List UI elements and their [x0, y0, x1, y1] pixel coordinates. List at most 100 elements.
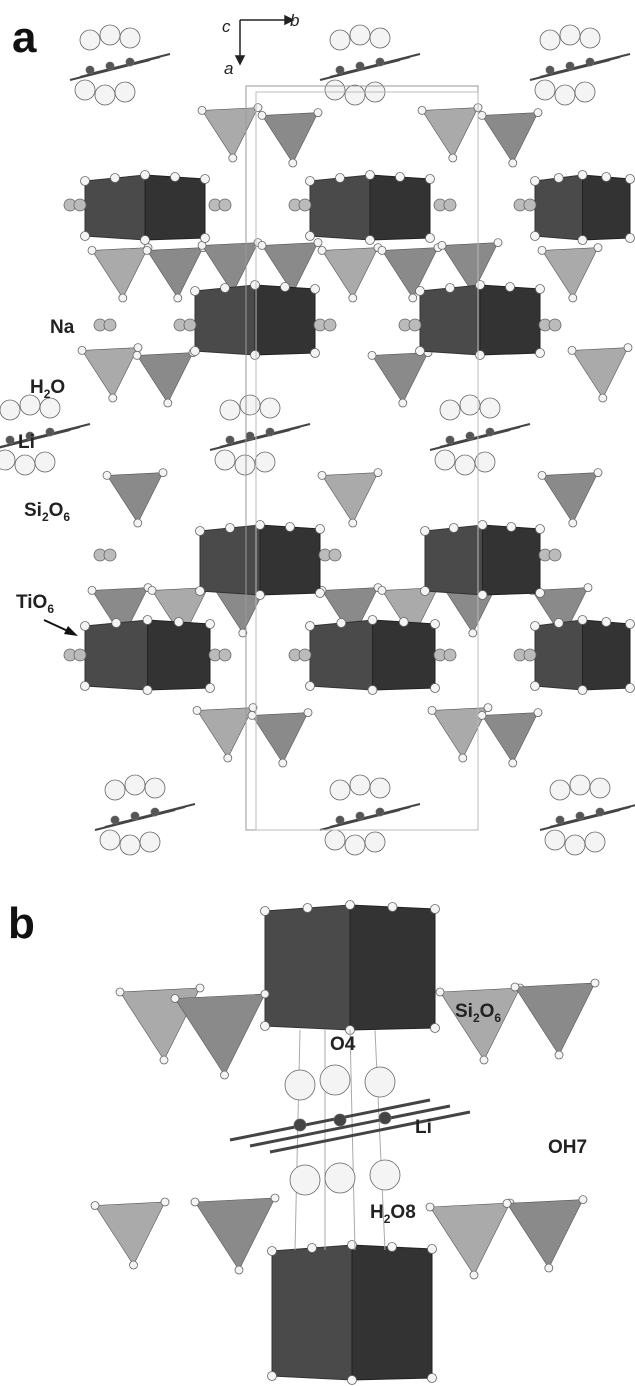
- atom: [368, 351, 376, 359]
- bond: [350, 1030, 355, 1250]
- atom: [370, 778, 390, 798]
- atom: [119, 294, 127, 302]
- atom: [221, 284, 230, 293]
- atom: [289, 159, 297, 167]
- atom: [388, 1243, 397, 1252]
- atom: [184, 319, 196, 331]
- atom: [345, 835, 365, 855]
- tetrahedron: [175, 994, 265, 1075]
- atom: [426, 234, 435, 243]
- tetrahedron: [482, 713, 538, 763]
- atom: [330, 780, 350, 800]
- atom: [554, 619, 563, 628]
- atom: [221, 1071, 229, 1079]
- atom: [261, 990, 269, 998]
- atom: [268, 1372, 277, 1381]
- atom: [104, 319, 116, 331]
- atom: [428, 1245, 437, 1254]
- atom: [345, 85, 365, 105]
- li-label: Li: [18, 432, 35, 453]
- h2o-label: H2O: [30, 377, 65, 401]
- atom: [536, 285, 545, 294]
- tetrahedron: [107, 473, 163, 523]
- atom: [440, 400, 460, 420]
- atom: [316, 525, 325, 534]
- octahedron: [265, 905, 350, 1030]
- atom: [294, 1119, 306, 1131]
- octahedron: [583, 175, 631, 240]
- atom: [409, 294, 417, 302]
- atom: [336, 174, 345, 183]
- atom: [569, 294, 577, 302]
- atom: [235, 1266, 243, 1274]
- atom: [254, 104, 262, 112]
- atom: [580, 28, 600, 48]
- atom: [535, 80, 555, 100]
- atom: [20, 395, 40, 415]
- atom: [624, 344, 632, 352]
- atom: [556, 816, 564, 824]
- atom: [578, 686, 587, 695]
- atom: [586, 58, 594, 66]
- atom: [131, 812, 139, 820]
- atom: [0, 400, 20, 420]
- atom: [329, 549, 341, 561]
- structure-drawing: [0, 25, 635, 1385]
- atom: [196, 984, 204, 992]
- atom: [438, 241, 446, 249]
- octahedron: [85, 620, 148, 690]
- atom: [248, 711, 256, 719]
- atom: [240, 395, 260, 415]
- atom: [308, 1244, 317, 1253]
- atom: [356, 812, 364, 820]
- atom: [318, 246, 326, 254]
- atom: [368, 686, 377, 695]
- atom: [431, 684, 440, 693]
- atom: [266, 428, 274, 436]
- axis-label: b: [290, 11, 299, 30]
- tetrahedron: [252, 713, 308, 763]
- atom: [524, 649, 536, 661]
- atom: [545, 830, 565, 850]
- atom: [337, 619, 346, 628]
- atom: [506, 283, 515, 292]
- atom: [0, 450, 15, 470]
- atom: [555, 85, 575, 105]
- atom: [145, 778, 165, 798]
- atom: [531, 232, 540, 241]
- bond: [270, 1112, 470, 1152]
- atom: [311, 349, 320, 358]
- atom: [130, 1261, 138, 1269]
- atom: [215, 450, 235, 470]
- atom: [428, 706, 436, 714]
- atom: [105, 780, 125, 800]
- atom: [579, 1196, 587, 1204]
- octahedron: [255, 285, 315, 355]
- atom: [431, 620, 440, 629]
- atom: [141, 171, 150, 180]
- atom: [81, 682, 90, 691]
- atom: [396, 173, 405, 182]
- atom: [365, 832, 385, 852]
- atom: [104, 549, 116, 561]
- atom: [509, 159, 517, 167]
- atom: [370, 28, 390, 48]
- atom: [446, 284, 455, 293]
- atom: [346, 901, 355, 910]
- atom: [290, 1165, 320, 1195]
- atom: [111, 174, 120, 183]
- atom: [40, 398, 60, 418]
- tetrahedron: [137, 353, 193, 403]
- atom: [151, 808, 159, 816]
- atom: [81, 232, 90, 241]
- atom: [91, 1202, 99, 1210]
- atom: [538, 246, 546, 254]
- atom: [191, 287, 200, 296]
- atom: [418, 106, 426, 114]
- atom: [555, 1051, 563, 1059]
- atom: [279, 759, 287, 767]
- atom: [143, 686, 152, 695]
- atom: [133, 351, 141, 359]
- atom: [435, 450, 455, 470]
- tetrahedron: [542, 248, 598, 298]
